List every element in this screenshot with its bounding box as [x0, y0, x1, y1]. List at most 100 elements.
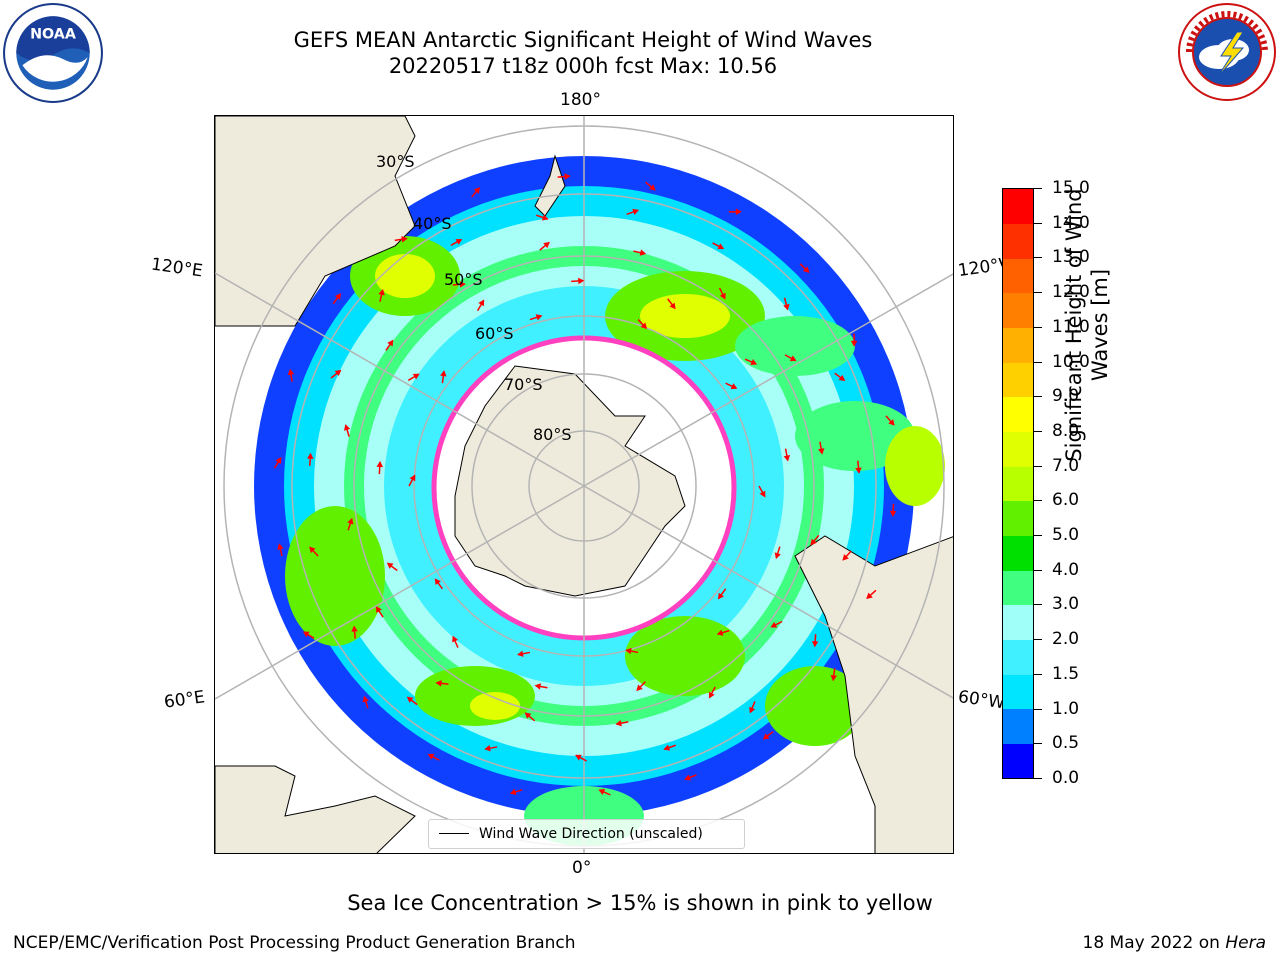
colorbar-segment: [1003, 431, 1033, 467]
south-america-landmass: [794, 535, 953, 853]
wind-arrow-head: [535, 314, 543, 321]
footer-date-text: 18 May 2022 on: [1082, 933, 1226, 953]
colorbar-segment: [1003, 639, 1033, 675]
wind-arrow-head: [524, 712, 532, 719]
wind-wave-direction-arrows: [273, 173, 897, 796]
colorbar-segment: [1003, 327, 1033, 363]
colorbar-tick-label: 5.0: [1052, 525, 1080, 546]
africa-landmass: [215, 765, 416, 853]
wind-arrow-head: [750, 359, 758, 366]
colorbar-tick-label: 4.0: [1052, 559, 1080, 580]
wind-arrow-head: [435, 680, 442, 687]
wind-arrow-head: [376, 461, 383, 468]
wind-arrow-head: [362, 695, 369, 703]
colorbar-segment: [1003, 466, 1033, 502]
wind-arrow-head: [830, 674, 838, 682]
wind-arrow-head: [663, 744, 671, 751]
wind-arrow-head: [632, 208, 639, 215]
antarctica-landmass: [454, 365, 686, 597]
wind-arrow-head: [598, 789, 606, 795]
wind-arrow-head: [375, 606, 382, 613]
wind-arrow-head: [762, 733, 770, 740]
wind-arrow-head: [636, 684, 643, 691]
wind-arrow-head: [889, 510, 897, 517]
lon-label-60e: 60°E: [162, 687, 207, 713]
wind-arrow-head: [717, 243, 725, 250]
wind-arrow-head: [783, 455, 791, 462]
colorbar-tick: [1034, 465, 1042, 467]
colorbar-tick-label: 6.0: [1052, 490, 1080, 511]
wind-arrow-head: [669, 302, 676, 310]
colorbar-tick: [1034, 500, 1042, 502]
colorbar-tick-label: 15.0: [1052, 178, 1090, 198]
wind-arrow-head: [543, 241, 550, 249]
wind-arrow-head: [838, 374, 846, 382]
colorbar-segment: [1003, 500, 1033, 536]
colorbar-segment: [1003, 743, 1033, 779]
colorbar-tick-label: 8.0: [1052, 420, 1080, 441]
colorbar-tick-label: 0.0: [1052, 768, 1080, 788]
colorbar-segment: [1003, 708, 1033, 744]
polar-map: Wind Wave Direction (unscaled): [214, 115, 954, 854]
wind-arrow-head: [708, 691, 715, 699]
colorbar-segment: [1003, 604, 1033, 640]
lon-label-180: 180°: [560, 90, 601, 110]
wind-arrow-head: [774, 552, 781, 560]
colorbar-tick: [1034, 257, 1042, 259]
wind-arrow-head: [455, 239, 463, 245]
colorbar-segment: [1003, 535, 1033, 571]
lon-label-120e: 120°E: [149, 254, 204, 282]
wind-arrow-head: [749, 706, 756, 714]
map-canvas: [215, 116, 953, 853]
legend-line-sample: [439, 833, 469, 834]
wind-arrow-head: [818, 448, 825, 455]
colorbar-tick-label: 7.0: [1052, 455, 1080, 476]
wind-arrow-head: [640, 322, 648, 330]
wind-arrow-head: [811, 641, 819, 648]
colorbar-segment: [1003, 258, 1033, 294]
wind-arrow-head: [277, 543, 284, 550]
chart-title: GEFS MEAN Antarctic Significant Height o…: [293, 28, 873, 52]
colorbar-tick-label: 0.5: [1052, 733, 1080, 754]
lat-label-40s: 40°S: [413, 214, 452, 233]
colorbar-tick-label: 1.5: [1052, 663, 1080, 684]
wind-arrow-head: [578, 277, 585, 285]
colorbar-tick-label: 10.0: [1052, 351, 1090, 372]
colorbar-segment: [1003, 223, 1033, 259]
wind-arrow-head: [434, 578, 441, 586]
wind-arrow-head: [427, 753, 435, 760]
colorbar-segment: [1003, 674, 1033, 710]
wind-arrow-head: [287, 368, 295, 376]
wind-arrow-head: [719, 292, 726, 300]
colorbar-tick: [1034, 743, 1042, 745]
wind-arrow-head: [855, 467, 862, 474]
footer-machine: Hera: [1225, 933, 1266, 953]
colorbar-tick: [1034, 673, 1042, 675]
svg-text:NOAA: NOAA: [30, 27, 76, 43]
wind-arrow-head: [730, 383, 738, 390]
colorbar-segment: [1003, 292, 1033, 329]
colorbar-tick: [1034, 396, 1042, 398]
wind-arrow-head: [473, 187, 481, 194]
chart-subtitle: 20220517 t18z 000h fcst Max: 10.56: [388, 54, 778, 78]
wind-arrow-head: [401, 236, 408, 243]
colorbar-tick-label: 3.0: [1052, 594, 1080, 615]
lon-label-120w: 120°W: [956, 254, 1006, 282]
wind-arrow-head: [484, 745, 491, 752]
australia-landmass: [215, 116, 416, 327]
colorbar-tick: [1034, 535, 1042, 537]
wind-arrow-head: [759, 490, 766, 498]
lat-label-80s: 80°S: [533, 425, 572, 444]
wind-arrow-head: [478, 299, 485, 307]
wind-arrow-head: [575, 754, 582, 761]
wind-arrow-head: [615, 720, 622, 727]
wind-arrow-head: [275, 457, 282, 464]
wind-arrow-head: [386, 562, 394, 569]
wind-arrow-head: [347, 517, 354, 525]
colorbar-segment: [1003, 570, 1033, 606]
wind-arrow-head: [534, 683, 542, 690]
colorbar-tick: [1034, 604, 1042, 606]
wind-arrow-head: [735, 208, 742, 216]
wind-arrow-head: [842, 554, 849, 561]
wind-arrow-head: [717, 592, 725, 600]
